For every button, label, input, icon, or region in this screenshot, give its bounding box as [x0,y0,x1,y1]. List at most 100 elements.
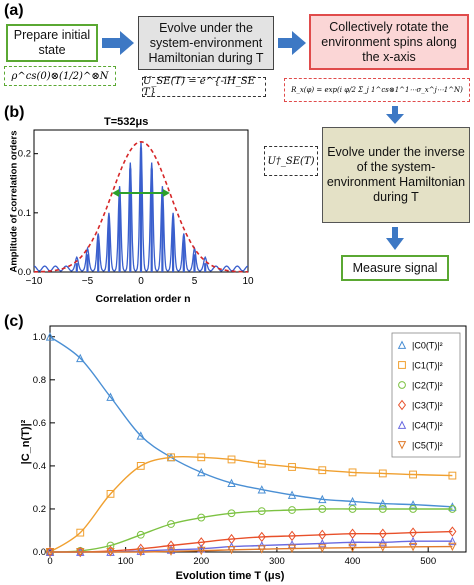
x-tick-label: 400 [345,556,361,567]
data-point [318,544,327,553]
data-point [106,489,115,498]
data-point [408,500,418,509]
x-tick-label: 200 [193,556,209,567]
data-point [197,544,206,553]
panel-b-label: (b) [4,104,25,121]
data-point [448,526,457,537]
plot-frame [49,325,467,553]
y-tick-label: 0.6 [33,418,46,429]
data-point [197,513,206,522]
y-tick-label: 0.8 [33,375,46,386]
legend-label: |C5(T)|² [412,441,443,451]
evolve-inverse-box: Evolve under the inverse of the system-e… [322,127,470,223]
data-point [227,545,236,555]
panel-b-title: T=532μs [104,116,149,128]
y-tick-label: 0.2 [33,504,46,515]
data-point [167,453,175,462]
data-point [227,509,236,518]
initial-state-formula-text: ρ^cs(0)⊗(1/2)^⊗N [11,70,109,82]
data-point [227,478,236,488]
data-point [166,547,176,556]
data-point [197,467,206,477]
inverse-unitary-formula-text: U†_SE(T) [267,155,315,167]
evolve-box: Evolve under the system-environment Hami… [138,16,274,70]
legend-marker [397,420,407,429]
arrow-rotate-to-inverse [386,106,404,124]
data-point [287,539,297,549]
data-point [348,543,357,553]
data-point [318,505,327,513]
y-tick-label: 0.1 [18,208,31,219]
series-|C5(T)|² [45,542,457,557]
data-point [136,543,145,554]
legend-label: |C0(T)|² [412,341,443,351]
arrow-evolve-to-rotate [278,31,306,55]
data-point [448,505,457,513]
data-point [166,545,176,554]
panel-c-label: (c) [4,313,24,330]
data-point [45,548,55,557]
series-line [49,455,453,553]
data-point [76,528,85,537]
data-point [348,496,357,506]
data-point [257,459,266,468]
rotation-formula-text: R_x(φ) = exp(i φ/2 Σ_j 1^cs⊗1^1⋯σ_x^j⋯1^… [291,86,463,94]
data-point [76,353,85,363]
data-point [257,545,266,554]
x-tick-label: 0 [138,276,144,287]
legend-box [391,332,461,458]
series-line [49,508,453,553]
prepare-state-text: Prepare initial state [13,28,91,57]
data-point [76,548,85,557]
flow-arrows [102,31,404,250]
initial-state-formula: ρ^cs(0)⊗(1/2)^⊗N [4,66,116,86]
data-point [408,542,418,552]
data-point [197,453,206,462]
data-point [136,548,145,557]
data-point [378,543,388,552]
data-point [136,530,145,539]
legend-label: |C3(T)|² [412,401,443,411]
legend-label: |C4(T)|² [412,421,443,431]
data-point [227,455,236,464]
data-point [287,490,297,499]
data-point [257,507,266,516]
data-point [106,392,115,401]
data-point [287,544,297,554]
inverse-unitary-formula: U†_SE(T) [264,146,318,176]
data-point [136,462,145,470]
legend-marker [398,361,406,369]
data-point [318,538,327,548]
legend-label: |C2(T)|² [412,381,443,391]
evolve-inverse-text: Evolve under the inverse of the system-e… [326,145,466,204]
unitary-formula-text: U_SE(T) = e^{-iH_SE T} [143,76,255,98]
evolve-text: Evolve under the system-environment Hami… [148,20,264,65]
y-tick-label: 0.0 [33,547,46,558]
arrow-inverse-to-measure [386,227,404,250]
x-tick-label: 500 [420,556,436,567]
series-|C2(T)|² [46,505,457,556]
data-point [288,506,296,514]
data-point [448,471,457,480]
data-point [348,468,357,477]
x-tick-label: 300 [269,556,285,567]
panel-a-label: (a) [4,2,24,19]
legend-label: |C1(T)|² [412,361,443,371]
measure-signal-text: Measure signal [352,260,438,275]
data-point [197,537,206,548]
unitary-formula: U_SE(T) = e^{-iH_SE T} [142,76,266,98]
x-tick-label: 0 [47,556,52,567]
y-tick-label: 0.4 [33,461,46,472]
data-point [409,505,417,513]
data-point [348,505,357,513]
data-point [45,332,55,341]
panel-c-xlabel: Evolution time T (μs) [175,570,285,582]
width-arrow-left-head [112,189,120,198]
y-tick-label: 1.0 [33,332,46,343]
data-point [288,463,296,471]
y-tick-label: 0.0 [18,267,31,278]
data-point [378,499,388,508]
y-tick-label: 0.2 [18,149,31,160]
x-tick-label: 5 [192,276,198,287]
